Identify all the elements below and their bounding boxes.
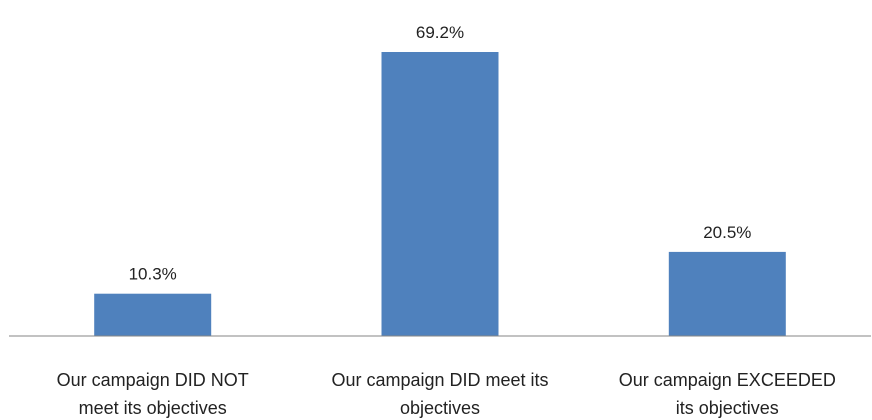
- category-label-3: Our campaign EXCEEDED its objectives: [619, 370, 836, 418]
- category-label-line: Our campaign EXCEEDED: [619, 370, 836, 390]
- category-label-line: its objectives: [676, 398, 779, 418]
- bar-2: [381, 52, 499, 336]
- data-label-1: 10.3%: [129, 265, 177, 284]
- category-label-line: Our campaign DID NOT: [57, 370, 249, 390]
- data-label-3: 20.5%: [703, 223, 751, 242]
- category-label-line: meet its objectives: [79, 398, 227, 418]
- category-label-1: Our campaign DID NOT meet its objectives: [57, 370, 249, 418]
- data-labels-layer: 10.3% 69.2% 20.5%: [129, 23, 752, 284]
- category-label-line: objectives: [400, 398, 480, 418]
- category-label-line: Our campaign DID meet its: [331, 370, 548, 390]
- category-labels-layer: Our campaign DID NOT meet its objectivesO…: [57, 370, 836, 418]
- category-label-2: Our campaign DID meet its objectives: [331, 370, 548, 418]
- bar-3: [668, 251, 786, 336]
- data-label-2: 69.2%: [416, 23, 464, 42]
- bar-1: [94, 293, 212, 336]
- bars-layer: [94, 52, 786, 336]
